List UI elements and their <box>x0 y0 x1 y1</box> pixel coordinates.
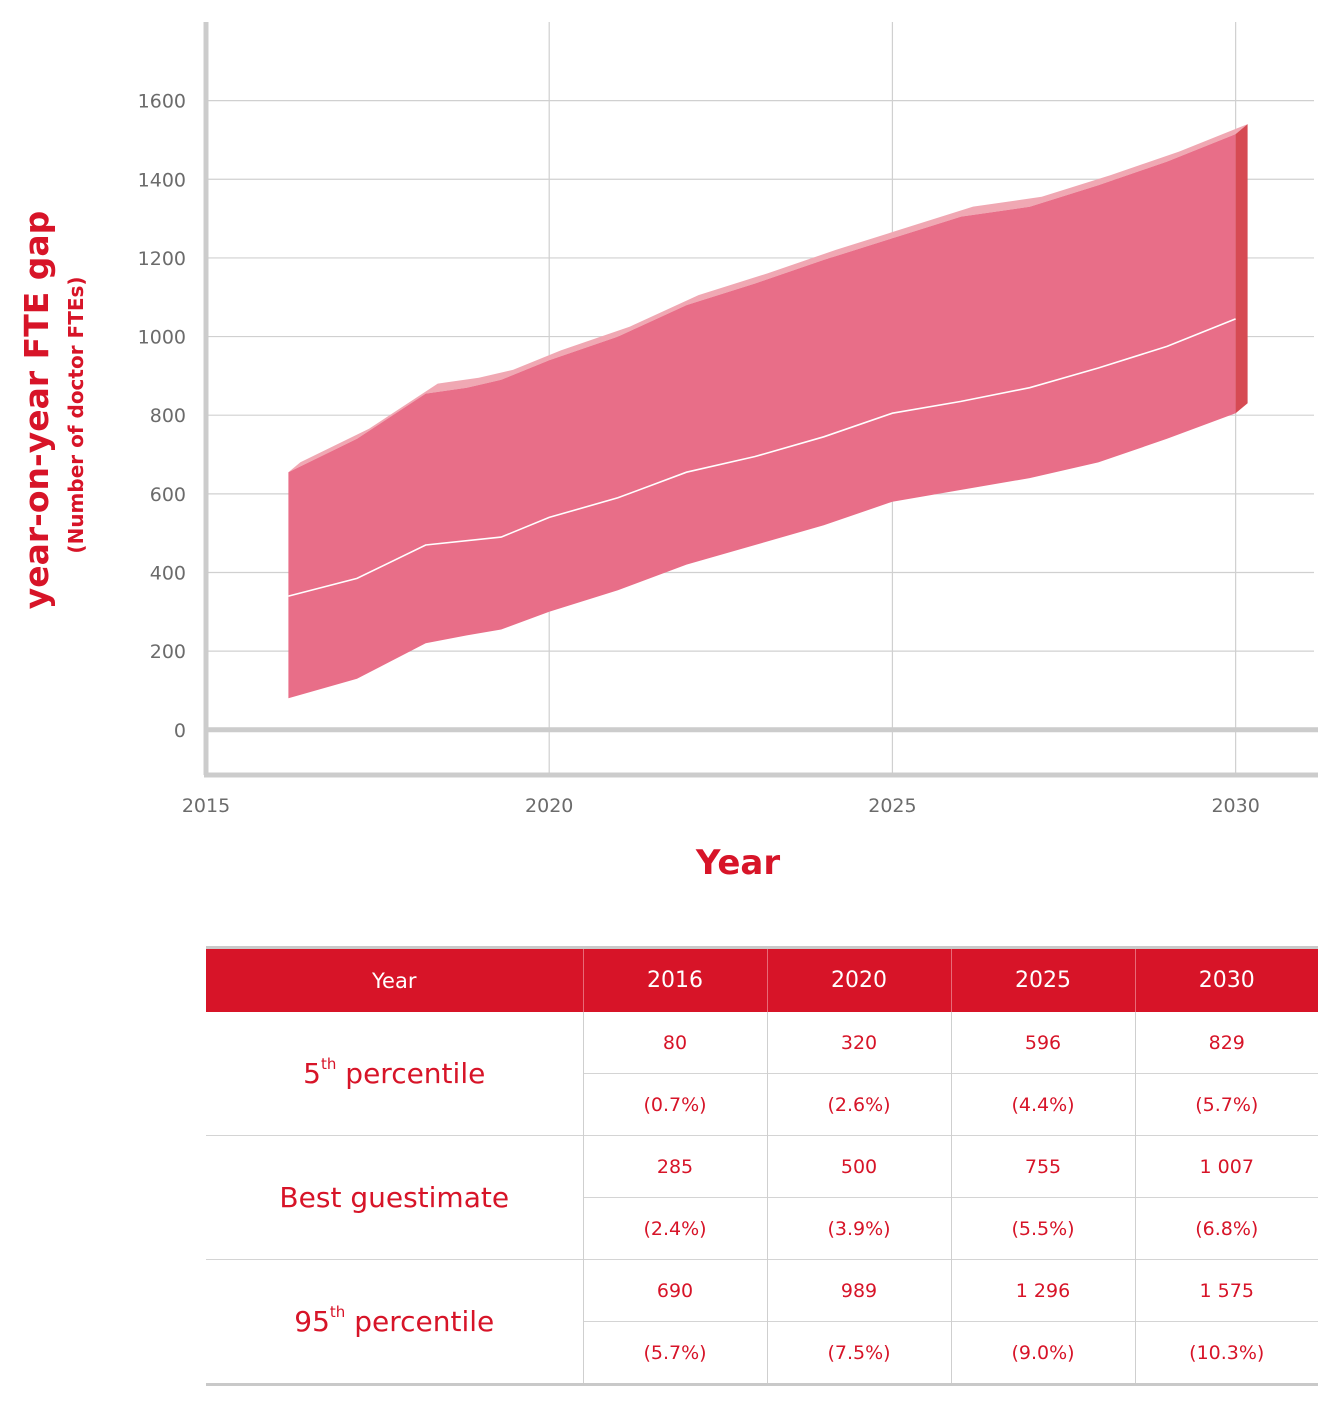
table-header-cell: 2025 <box>950 947 1135 1012</box>
y-axis-title: year-on-year FTE gap <box>17 211 56 610</box>
y-tick-label: 200 <box>150 641 186 663</box>
y-axis-subtitle: (Number of doctor FTEs) <box>64 276 88 553</box>
band-side-face <box>1235 124 1248 414</box>
table-header-row: Year 2016 2020 2025 2030 <box>206 947 1318 1012</box>
row-label: 95th percentile <box>206 1259 583 1385</box>
y-tick-label: 1400 <box>138 169 186 191</box>
table-cell: (2.4%) <box>582 1197 767 1260</box>
table-header-cell: 2020 <box>766 947 951 1012</box>
table-cell: 320 <box>766 1012 951 1074</box>
tick-labels: 0 200 400 600 800 1000 1200 1400 1600 2015 2020 202… <box>138 91 1260 817</box>
row-label: Best guestimate <box>206 1135 583 1260</box>
table-row: (0.7%) (2.6%) (4.4%) (5.7%) <box>206 1073 1318 1136</box>
y-tick-label: 800 <box>150 405 186 427</box>
table-row: 95th percentile 690 989 1 296 1 575 <box>206 1259 1318 1385</box>
x-axis-title: Year <box>695 843 781 883</box>
band-fill <box>288 134 1236 699</box>
table-cell: (10.3%) <box>1134 1321 1318 1385</box>
table-cell: 596 <box>950 1012 1135 1074</box>
row-label-text: 95 <box>294 1305 330 1338</box>
y-tick-label: 600 <box>150 484 186 506</box>
table-header-cell: 2016 <box>582 947 767 1012</box>
table-cell: 80 <box>582 1012 767 1074</box>
table-cell: 755 <box>950 1135 1135 1198</box>
row-label-text: Best guestimate <box>279 1181 510 1214</box>
table-cell: (6.8%) <box>1134 1197 1318 1260</box>
table-cell: 285 <box>582 1135 767 1198</box>
axes <box>203 22 1318 778</box>
table-cell: (2.6%) <box>766 1073 951 1136</box>
table-cell: (5.5%) <box>950 1197 1135 1260</box>
table-cell: 1 575 <box>1134 1259 1318 1322</box>
row-label-rest: percentile <box>336 1057 486 1090</box>
band-area <box>288 124 1248 699</box>
table-cell: 500 <box>766 1135 951 1198</box>
table-cell: (4.4%) <box>950 1073 1135 1136</box>
table-cell: (5.7%) <box>582 1321 767 1385</box>
table-header-cell: Year <box>206 947 583 1012</box>
table-cell: (9.0%) <box>950 1321 1135 1385</box>
row-label-sup: th <box>329 1303 346 1321</box>
row-label-text: 5 <box>303 1057 321 1090</box>
table-cell: 1 296 <box>950 1259 1135 1322</box>
table-cell: (0.7%) <box>582 1073 767 1136</box>
percentile-table: Year 2016 2020 2025 2030 5th percentile … <box>206 946 1318 1386</box>
table-row: (5.7%) (7.5%) (9.0%) (10.3%) <box>206 1321 1318 1385</box>
table-cell: (7.5%) <box>766 1321 951 1385</box>
table-row: (2.4%) (3.9%) (5.5%) (6.8%) <box>206 1197 1318 1260</box>
table-cell: 989 <box>766 1259 951 1322</box>
x-tick-label: 2020 <box>525 795 573 817</box>
row-label-rest: percentile <box>345 1305 495 1338</box>
y-tick-label: 0 <box>174 720 186 742</box>
y-tick-label: 1000 <box>138 327 186 349</box>
row-label: 5th percentile <box>206 1012 583 1136</box>
row-label-sup: th <box>321 1055 337 1073</box>
y-tick-label: 1600 <box>138 91 186 113</box>
y-tick-label: 400 <box>150 562 186 584</box>
table-row: Best guestimate 285 500 755 1 007 <box>206 1135 1318 1260</box>
fte-gap-chart: 0 200 400 600 800 1000 1200 1400 1600 2015 2020 202… <box>17 22 1318 883</box>
y-tick-label: 1200 <box>138 248 186 270</box>
table-row: 5th percentile 80 320 596 829 <box>206 1012 1318 1090</box>
table-cell: 829 <box>1134 1012 1318 1074</box>
x-tick-label: 2015 <box>182 795 230 817</box>
x-tick-label: 2030 <box>1211 795 1259 817</box>
table-cell: (5.7%) <box>1134 1073 1318 1136</box>
gap-table: Year 2016 2020 2025 2030 5th percentile … <box>206 946 1318 1386</box>
x-tick-label: 2025 <box>868 795 916 817</box>
table-cell: 1 007 <box>1134 1135 1318 1198</box>
table-header-cell: 2030 <box>1134 947 1318 1012</box>
table-cell: 690 <box>582 1259 767 1322</box>
median-line <box>288 318 1236 597</box>
table-cell: (3.9%) <box>766 1197 951 1260</box>
